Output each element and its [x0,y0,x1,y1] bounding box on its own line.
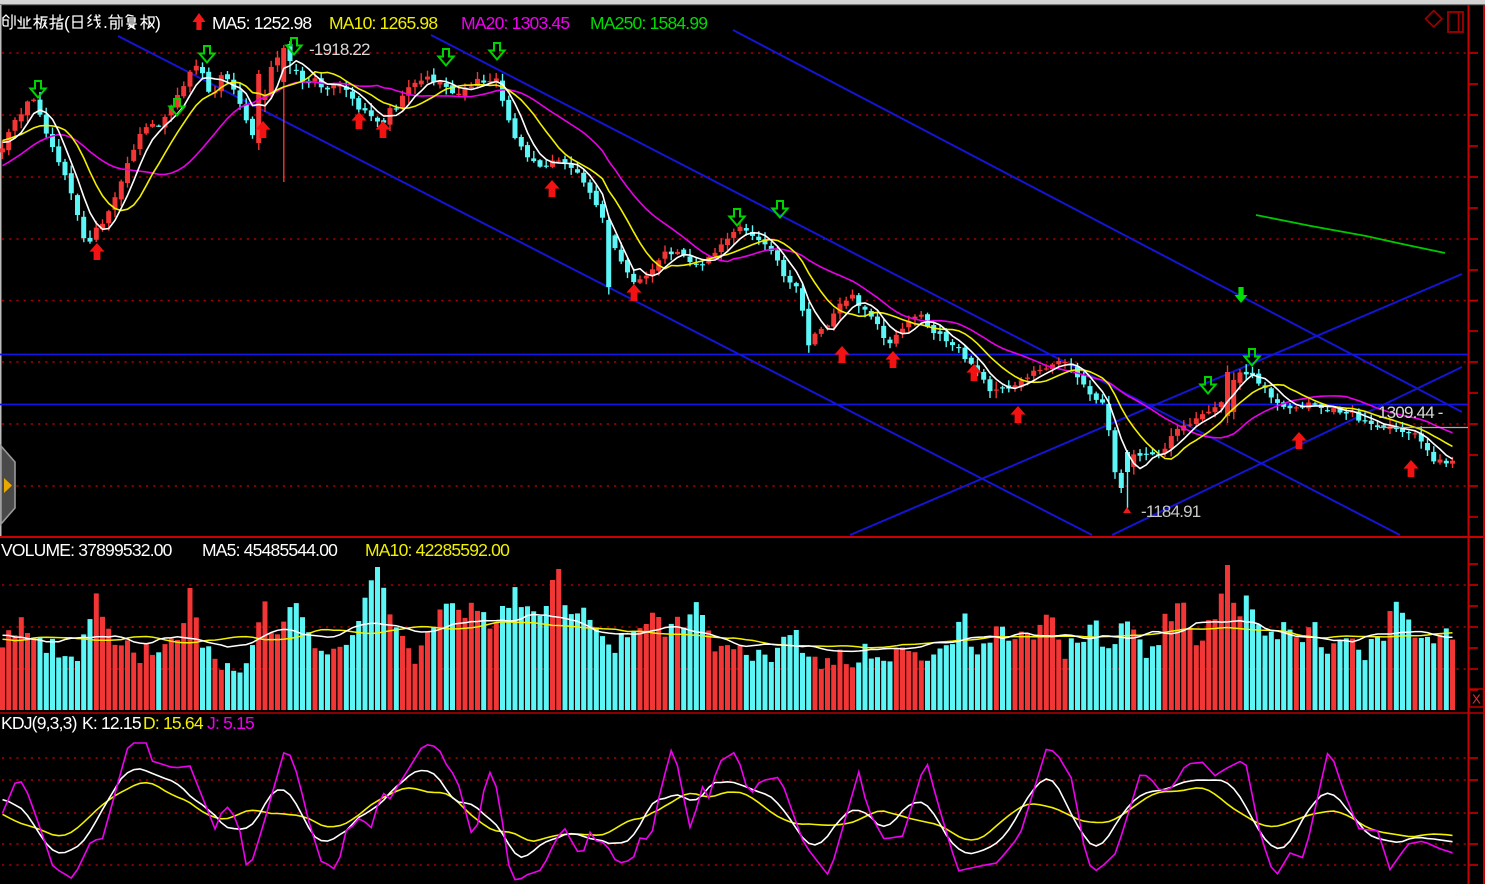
svg-text:MA10: 1265.98: MA10: 1265.98 [329,13,437,33]
svg-text:MA10: 42285592.00: MA10: 42285592.00 [365,540,510,560]
svg-text:MA250: 1584.99: MA250: 1584.99 [590,13,707,33]
svg-text:1309.44 -: 1309.44 - [1378,403,1443,422]
svg-text:D: 15.64: D: 15.64 [143,713,204,733]
svg-text:K: 12.15: K: 12.15 [82,713,141,733]
svg-text:-1184.91: -1184.91 [1141,502,1201,521]
svg-text:MA5: 45485544.00: MA5: 45485544.00 [202,540,338,560]
svg-text:.: . [103,12,107,32]
svg-text:MA20: 1303.45: MA20: 1303.45 [461,13,569,33]
svg-text:KDJ(9,3,3): KDJ(9,3,3) [1,713,77,733]
svg-text:-1918.22: -1918.22 [309,40,370,59]
svg-text:X: X [1472,692,1481,707]
svg-text:(: ( [64,13,70,33]
svg-text:J: 5.15: J: 5.15 [207,713,254,733]
svg-text:VOLUME: 37899532.00: VOLUME: 37899532.00 [1,540,173,560]
svg-text:): ) [155,13,160,33]
svg-text:MA5: 1252.98: MA5: 1252.98 [212,13,311,33]
